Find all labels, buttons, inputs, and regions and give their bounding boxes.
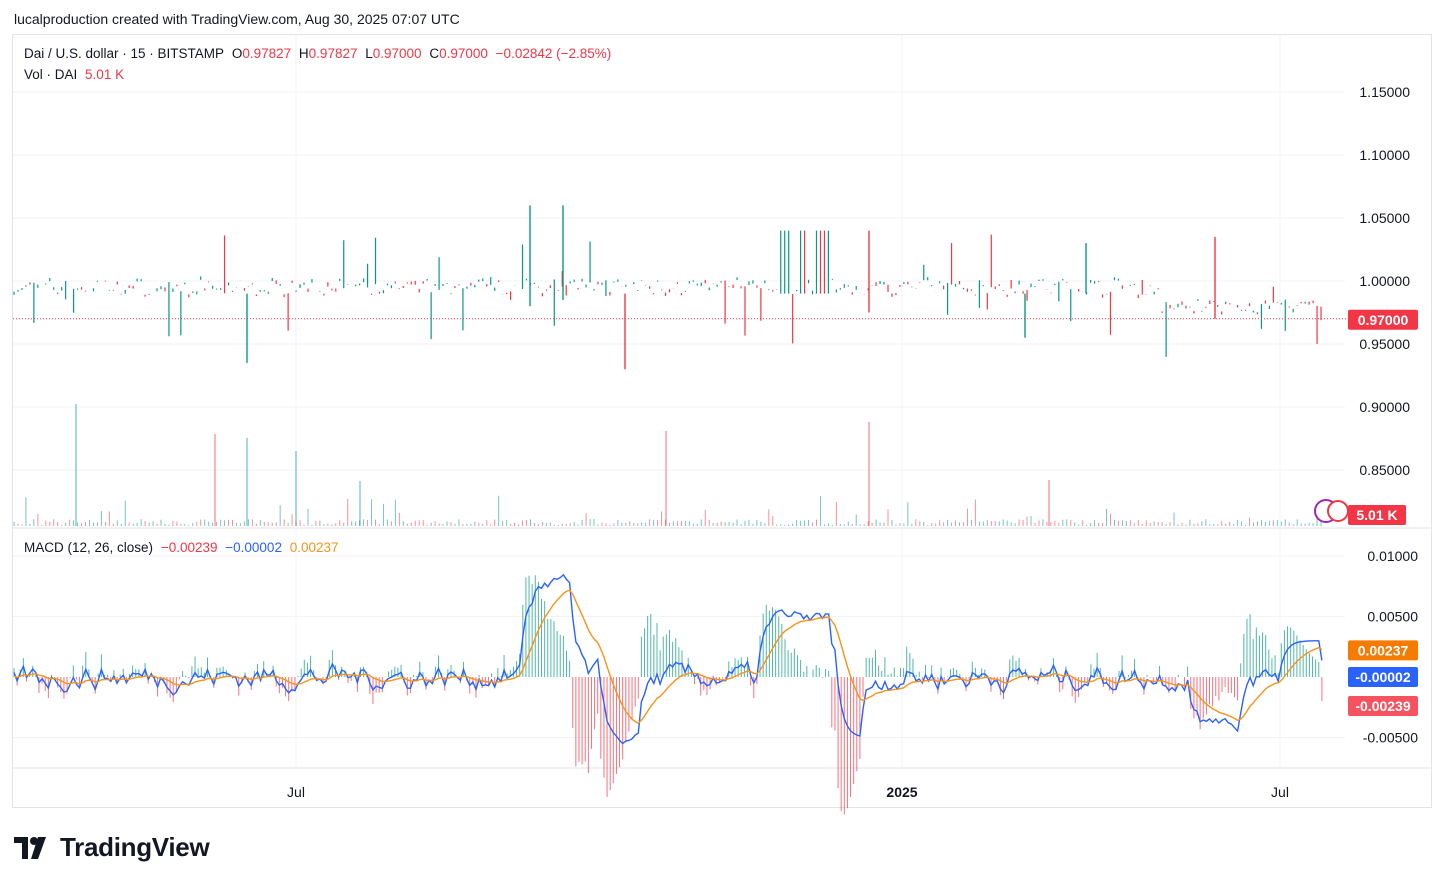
price-tick-label: 1.15000 [1359,84,1410,100]
price-tick-label: 0.85000 [1359,462,1410,478]
price-tick-label: 1.00000 [1359,273,1410,289]
volume-label: Vol · DAI [24,67,78,82]
price-badges: 0.97000 5.01 K 0.00237 -0.00002 -0.00239 [1314,309,1418,716]
open-label: O [231,46,243,61]
price-tick-label: 1.10000 [1359,147,1410,163]
high-value: 0.97827 [308,46,358,61]
low-label: L [365,46,373,61]
chart-frame [12,34,1432,808]
volume-badge-bg [1348,505,1406,525]
signal-badge-bg [1348,640,1418,661]
volume-badge: 5.01 K [1356,507,1397,523]
axis-labels: 1.15000 1.10000 1.05000 1.00000 0.95000 0.900… [287,84,1418,800]
open-value: 0.97827 [242,46,292,61]
macd-title: MACD (12, 26, close) [24,540,154,555]
volume-bars [13,404,1322,526]
macd-hist-value: −0.00239 [160,540,218,555]
volume-value: 5.01 K [85,67,125,82]
low-value: 0.97000 [372,46,422,61]
macd-legend: MACD (12, 26, close) −0.00239 −0.00002 0… [24,540,343,555]
price-tick-label: 1.05000 [1359,210,1410,226]
high-label: H [298,46,309,61]
chart-caption: lucalproduction created with TradingView… [14,11,460,27]
macd-badge-bg [1348,667,1418,687]
macd-tick-label: 0.00500 [1367,609,1418,625]
tradingview-logo-icon [14,836,46,859]
last-price-badge: 0.97000 [1358,312,1409,328]
signal-badge: 0.00237 [1358,642,1409,658]
macd-signal-value: 0.00237 [289,540,339,555]
price-tick-label: 0.90000 [1359,399,1410,415]
macd-tick-label: -0.00500 [1363,730,1418,746]
time-tick-label: Jul [1271,784,1289,800]
signal-line [13,589,1323,725]
symbol-title: Dai / U.S. dollar · 15 · BITSTAMP [24,46,225,61]
macd-histogram [13,575,1323,815]
time-tick-label: 2025 [886,784,917,800]
macd-badge: -0.00002 [1355,669,1410,685]
grid-lines [12,35,1432,769]
time-tick-label: Jul [287,784,305,800]
tradingview-logo: TradingView [14,832,210,863]
volume-legend: Vol · DAI 5.01 K [24,67,128,82]
hist-badge: -0.00239 [1355,698,1410,714]
change-value: −0.02842 (−2.85%) [495,46,612,61]
hist-badge-bg [1348,696,1418,716]
macd-line-value: −0.00002 [225,540,282,555]
macd-line [13,573,1323,745]
close-label: C [429,46,440,61]
last-price-badge-bg [1348,309,1418,330]
currency-icon [1327,500,1349,522]
price-tick-label: 0.95000 [1359,336,1410,352]
brand-name: TradingView [60,832,210,862]
macd-lines [13,573,1323,745]
candlesticks [13,205,1347,370]
symbol-legend: Dai / U.S. dollar · 15 · BITSTAMP O0.978… [24,46,615,61]
macd-tick-label: 0.01000 [1367,548,1418,564]
close-value: 0.97000 [439,46,488,61]
